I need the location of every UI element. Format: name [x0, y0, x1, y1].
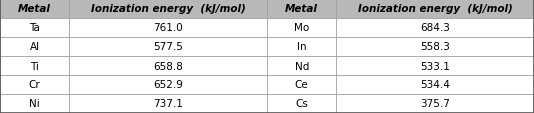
- Text: Ta: Ta: [29, 23, 40, 33]
- FancyBboxPatch shape: [0, 56, 69, 75]
- FancyBboxPatch shape: [267, 0, 336, 19]
- FancyBboxPatch shape: [0, 19, 69, 38]
- Text: Cr: Cr: [29, 80, 41, 90]
- Text: 577.5: 577.5: [153, 42, 183, 52]
- FancyBboxPatch shape: [336, 56, 534, 75]
- FancyBboxPatch shape: [336, 75, 534, 94]
- Text: 558.3: 558.3: [420, 42, 450, 52]
- Text: 737.1: 737.1: [153, 99, 183, 109]
- FancyBboxPatch shape: [0, 75, 69, 94]
- FancyBboxPatch shape: [69, 38, 267, 56]
- Text: Ce: Ce: [295, 80, 309, 90]
- FancyBboxPatch shape: [336, 19, 534, 38]
- FancyBboxPatch shape: [267, 94, 336, 113]
- Text: Ionization energy  (kJ/mol): Ionization energy (kJ/mol): [358, 4, 513, 14]
- Text: 761.0: 761.0: [153, 23, 183, 33]
- FancyBboxPatch shape: [267, 56, 336, 75]
- FancyBboxPatch shape: [267, 75, 336, 94]
- Text: Nd: Nd: [295, 61, 309, 71]
- FancyBboxPatch shape: [0, 0, 69, 19]
- FancyBboxPatch shape: [267, 38, 336, 56]
- Text: Metal: Metal: [285, 4, 318, 14]
- Text: 684.3: 684.3: [420, 23, 450, 33]
- Text: 533.1: 533.1: [420, 61, 450, 71]
- Text: Al: Al: [30, 42, 40, 52]
- FancyBboxPatch shape: [69, 75, 267, 94]
- FancyBboxPatch shape: [336, 0, 534, 19]
- Text: Metal: Metal: [18, 4, 51, 14]
- Text: Ti: Ti: [30, 61, 39, 71]
- Text: Mo: Mo: [294, 23, 309, 33]
- Text: 534.4: 534.4: [420, 80, 450, 90]
- Text: 658.8: 658.8: [153, 61, 183, 71]
- Text: Cs: Cs: [295, 99, 308, 109]
- FancyBboxPatch shape: [267, 19, 336, 38]
- Text: In: In: [297, 42, 307, 52]
- FancyBboxPatch shape: [0, 94, 69, 113]
- Text: Ionization energy  (kJ/mol): Ionization energy (kJ/mol): [91, 4, 246, 14]
- Text: 375.7: 375.7: [420, 99, 450, 109]
- FancyBboxPatch shape: [0, 38, 69, 56]
- FancyBboxPatch shape: [336, 38, 534, 56]
- FancyBboxPatch shape: [69, 0, 267, 19]
- FancyBboxPatch shape: [336, 94, 534, 113]
- FancyBboxPatch shape: [69, 94, 267, 113]
- FancyBboxPatch shape: [69, 19, 267, 38]
- Text: 652.9: 652.9: [153, 80, 183, 90]
- FancyBboxPatch shape: [69, 56, 267, 75]
- Text: Ni: Ni: [29, 99, 40, 109]
